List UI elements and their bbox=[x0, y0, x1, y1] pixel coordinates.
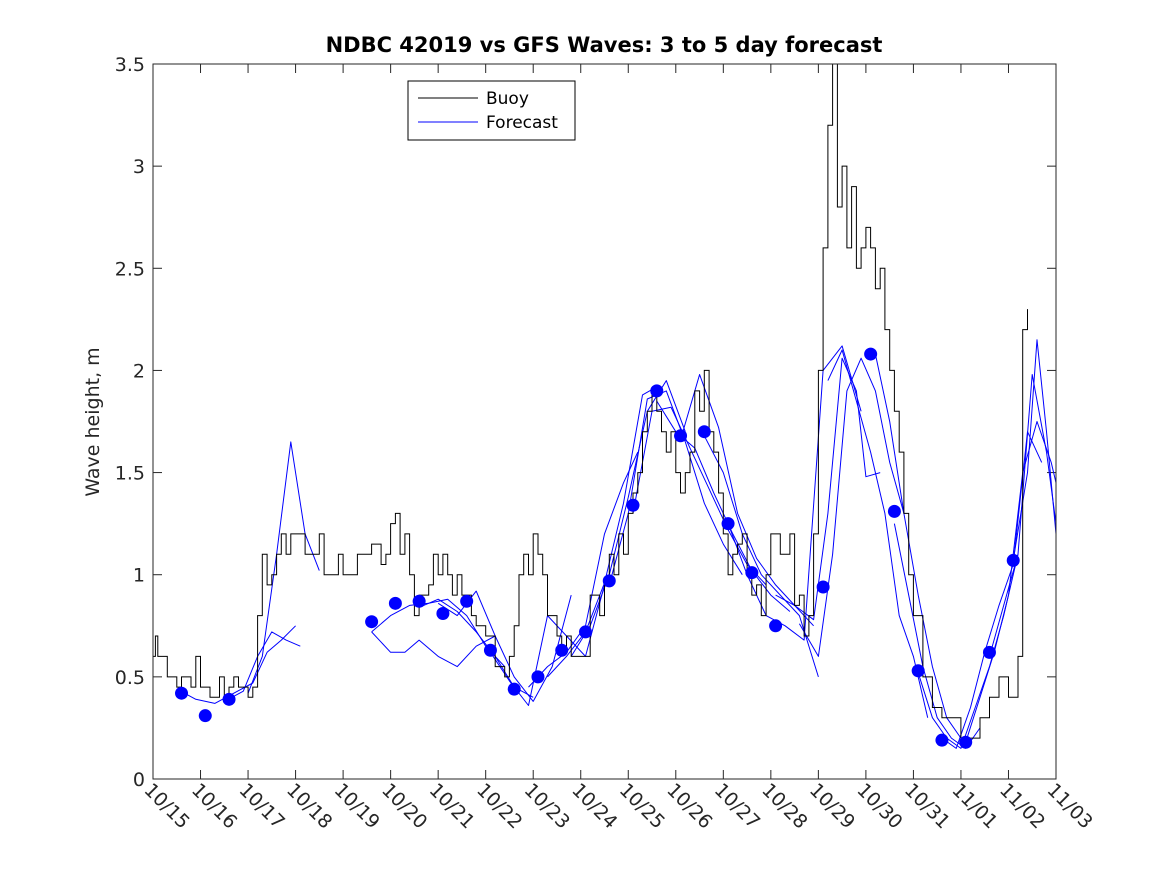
forecast-marker bbox=[769, 619, 783, 633]
forecast-line bbox=[371, 631, 496, 668]
y-tick-label: 0.5 bbox=[115, 667, 145, 689]
forecast-marker bbox=[721, 517, 735, 531]
legend: Buoy Forecast bbox=[407, 80, 576, 141]
plot-area: 00.511.522.533.510/1510/1610/1710/1810/1… bbox=[115, 54, 1097, 833]
forecast-marker bbox=[555, 643, 569, 657]
forecast-marker bbox=[887, 504, 901, 518]
forecast-marker bbox=[222, 692, 236, 706]
forecast-line bbox=[798, 357, 905, 657]
y-tick-label: 1.5 bbox=[115, 463, 145, 485]
forecast-marker bbox=[1006, 553, 1020, 567]
forecast-line bbox=[989, 374, 1057, 657]
axes-background bbox=[153, 64, 1056, 779]
y-tick-label: 1 bbox=[133, 565, 145, 587]
chart-title: NDBC 42019 vs GFS Waves: 3 to 5 day fore… bbox=[326, 33, 883, 57]
y-tick-label: 3.5 bbox=[115, 54, 145, 76]
forecast-line bbox=[247, 441, 320, 694]
forecast-line bbox=[371, 598, 506, 667]
legend-entry-buoy: Buoy bbox=[486, 89, 529, 109]
forecast-marker bbox=[578, 625, 592, 639]
y-tick-label: 0 bbox=[133, 769, 145, 791]
forecast-marker bbox=[436, 607, 450, 621]
forecast-marker bbox=[816, 580, 830, 594]
forecast-marker bbox=[935, 733, 949, 747]
forecast-line bbox=[827, 349, 929, 718]
forecast-line bbox=[224, 631, 301, 702]
y-tick-label: 2 bbox=[133, 360, 145, 382]
forecast-marker bbox=[483, 643, 497, 657]
forecast-line bbox=[727, 345, 862, 641]
forecast-marker bbox=[412, 594, 426, 608]
forecast-line bbox=[632, 406, 767, 586]
legend-entry-forecast: Forecast bbox=[486, 113, 558, 133]
y-tick-label: 2.5 bbox=[115, 258, 145, 280]
forecast-marker bbox=[388, 596, 402, 610]
axes-frame bbox=[152, 63, 1057, 780]
forecast-marker bbox=[959, 735, 973, 749]
forecast-marker bbox=[697, 425, 711, 439]
forecast-line bbox=[775, 357, 881, 621]
forecast-marker bbox=[911, 664, 925, 678]
forecast-line bbox=[941, 431, 1043, 749]
forecast-marker bbox=[460, 594, 474, 608]
forecast-marker bbox=[864, 347, 878, 361]
forecast-marker bbox=[674, 429, 688, 443]
forecast-line bbox=[703, 435, 819, 678]
forecast-marker bbox=[531, 670, 545, 684]
forecast-marker bbox=[602, 574, 616, 588]
forecast-marker bbox=[365, 615, 379, 629]
forecast-marker bbox=[626, 498, 640, 512]
forecast-marker bbox=[507, 682, 521, 696]
forecast-line bbox=[176, 625, 296, 704]
forecast-line bbox=[437, 590, 572, 702]
legend-box bbox=[407, 80, 576, 141]
forecast-marker bbox=[650, 384, 664, 398]
y-tick-label: 3 bbox=[133, 156, 145, 178]
forecast-marker bbox=[982, 645, 996, 659]
forecast-marker bbox=[745, 566, 759, 580]
forecast-marker bbox=[198, 709, 212, 723]
forecast-marker bbox=[175, 686, 189, 700]
y-axis-label: Wave height, m bbox=[82, 347, 104, 496]
